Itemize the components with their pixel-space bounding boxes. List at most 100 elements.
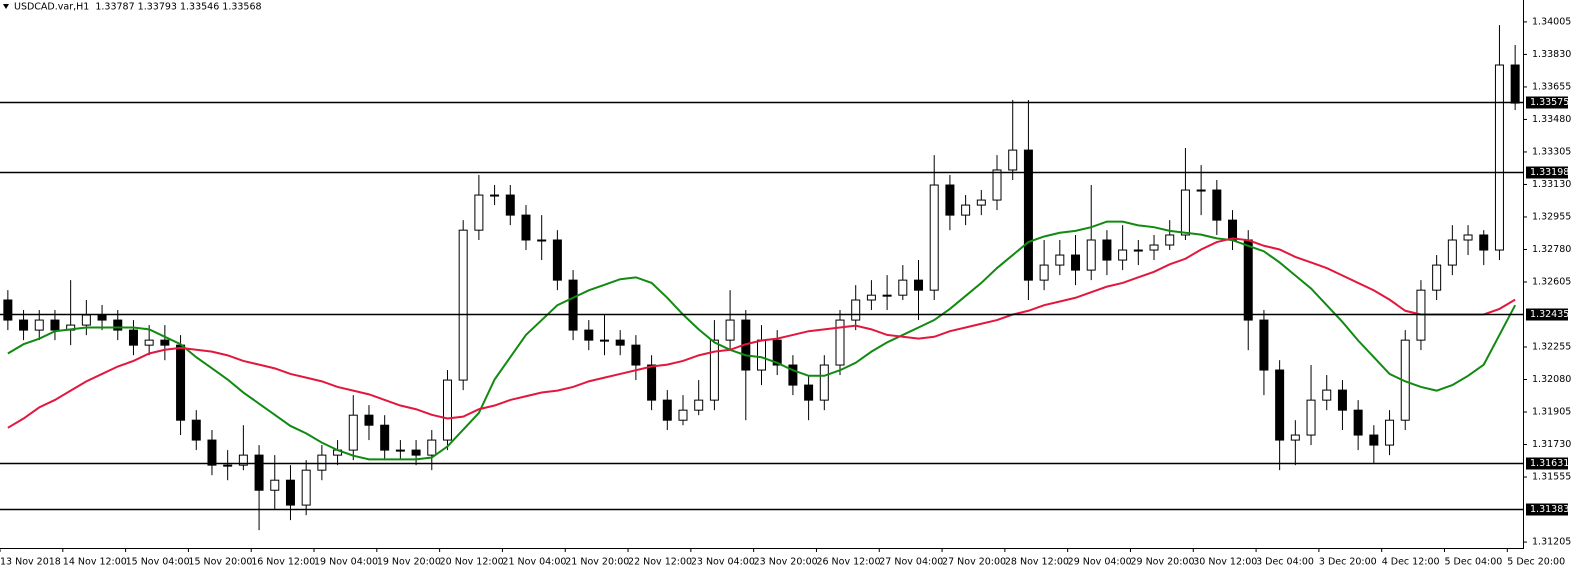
x-tick-label: 22 Nov 12:00 bbox=[628, 557, 692, 568]
candle-body bbox=[835, 319, 845, 366]
level-label: 1.32435 bbox=[1530, 309, 1569, 320]
candle-body bbox=[348, 414, 358, 451]
candle-body bbox=[505, 194, 515, 216]
moving-average-line bbox=[7, 220, 1517, 461]
candle-body bbox=[19, 319, 29, 331]
candle-body bbox=[568, 279, 578, 331]
candle-body bbox=[364, 414, 374, 426]
chart-title: USDCAD.var,H1 1.33787 1.33793 1.33546 1.… bbox=[14, 2, 262, 13]
candle-body bbox=[1337, 389, 1347, 411]
x-tick-label: 19 Nov 04:00 bbox=[314, 557, 378, 568]
candle-body bbox=[317, 454, 327, 471]
level-label-box bbox=[1526, 166, 1568, 179]
x-tick-label: 29 Nov 04:00 bbox=[1068, 557, 1132, 568]
candle-body bbox=[97, 314, 107, 321]
candle-body bbox=[851, 299, 861, 321]
candle-body bbox=[1494, 64, 1504, 251]
candle-body bbox=[1165, 234, 1175, 246]
candle-body bbox=[976, 199, 986, 206]
x-tick-label: 28 Nov 12:00 bbox=[1005, 557, 1069, 568]
x-tick-label: 26 Nov 12:00 bbox=[816, 557, 880, 568]
candle-body bbox=[411, 449, 421, 456]
candle-body bbox=[1510, 64, 1520, 104]
candle-body bbox=[1055, 254, 1065, 266]
candle-body bbox=[631, 344, 641, 366]
candle-body bbox=[929, 184, 939, 291]
y-tick-label: 1.33830 bbox=[1532, 49, 1571, 60]
candle-body bbox=[1369, 434, 1379, 446]
candle-body bbox=[1118, 249, 1128, 261]
moving-average-line bbox=[7, 237, 1516, 429]
y-tick-label: 1.31205 bbox=[1532, 537, 1571, 548]
x-tick-label: 19 Nov 20:00 bbox=[377, 557, 441, 568]
x-tick-label: 20 Nov 12:00 bbox=[440, 557, 504, 568]
candle-body bbox=[285, 479, 295, 506]
level-label-box bbox=[1526, 308, 1568, 321]
candle-body bbox=[725, 319, 735, 341]
candle-body bbox=[1432, 264, 1442, 291]
y-tick-label: 1.31730 bbox=[1532, 439, 1571, 450]
candle-body bbox=[1353, 409, 1363, 436]
candle-body bbox=[490, 194, 500, 197]
y-tick-label: 1.33480 bbox=[1532, 114, 1571, 125]
candle-body bbox=[301, 469, 311, 506]
candle-body bbox=[254, 454, 264, 491]
level-label: 1.31383 bbox=[1530, 504, 1569, 515]
candle-body bbox=[3, 299, 13, 321]
candle-body bbox=[552, 239, 562, 281]
x-tick-label: 4 Dec 12:00 bbox=[1382, 557, 1440, 568]
candle-body bbox=[1322, 389, 1332, 401]
candle-body bbox=[914, 279, 924, 291]
level-label-box bbox=[1526, 457, 1568, 470]
candle-body bbox=[176, 344, 186, 421]
candle-body bbox=[1290, 434, 1300, 441]
candle-body bbox=[427, 439, 437, 456]
candle-body bbox=[694, 399, 704, 411]
candle-body bbox=[50, 319, 60, 331]
candle-body bbox=[474, 194, 484, 231]
candle-body bbox=[757, 339, 766, 371]
y-tick-label: 1.33655 bbox=[1532, 81, 1571, 92]
x-tick-label: 27 Nov 20:00 bbox=[942, 557, 1006, 568]
candle-body bbox=[866, 294, 876, 301]
candle-body bbox=[81, 314, 91, 326]
candle-body bbox=[160, 339, 170, 346]
candle-body bbox=[615, 339, 625, 346]
candle-body bbox=[270, 479, 280, 491]
x-tick-label: 3 Dec 20:00 bbox=[1319, 557, 1377, 568]
candle-body bbox=[1212, 189, 1222, 221]
candle-body bbox=[709, 339, 719, 401]
y-tick-label: 1.31555 bbox=[1532, 472, 1571, 483]
candle-body bbox=[1479, 234, 1489, 251]
candle-body bbox=[1306, 399, 1316, 436]
x-tick-label: 16 Nov 12:00 bbox=[251, 557, 315, 568]
y-tick-label: 1.33130 bbox=[1532, 179, 1571, 190]
candle-body bbox=[1133, 249, 1143, 252]
candle-body bbox=[1259, 319, 1269, 371]
candle-body bbox=[1228, 219, 1238, 241]
x-tick-label: 13 Nov 2018 bbox=[0, 557, 61, 568]
y-tick-label: 1.34005 bbox=[1532, 16, 1571, 27]
candle-body bbox=[1039, 264, 1049, 281]
candle-body bbox=[1243, 239, 1253, 321]
candle-body bbox=[521, 214, 531, 241]
y-tick-label: 1.33305 bbox=[1532, 146, 1571, 157]
candle-body bbox=[1463, 234, 1473, 241]
candle-body bbox=[34, 319, 44, 331]
candle-body bbox=[1447, 239, 1457, 266]
candle-body bbox=[1008, 149, 1018, 171]
candle-body bbox=[144, 339, 154, 346]
x-tick-label: 15 Nov 20:00 bbox=[188, 557, 252, 568]
candle-body bbox=[584, 329, 594, 341]
y-tick-label: 1.32605 bbox=[1532, 276, 1571, 287]
candle-body bbox=[191, 419, 201, 441]
candle-body bbox=[1071, 254, 1081, 271]
level-label-box bbox=[1526, 503, 1568, 516]
candle-body bbox=[945, 184, 955, 216]
candle-body bbox=[1275, 369, 1285, 441]
level-label: 1.33575 bbox=[1530, 97, 1569, 108]
menu-arrow[interactable] bbox=[3, 4, 9, 9]
level-label: 1.33198 bbox=[1530, 167, 1569, 178]
candle-body bbox=[1086, 239, 1096, 271]
